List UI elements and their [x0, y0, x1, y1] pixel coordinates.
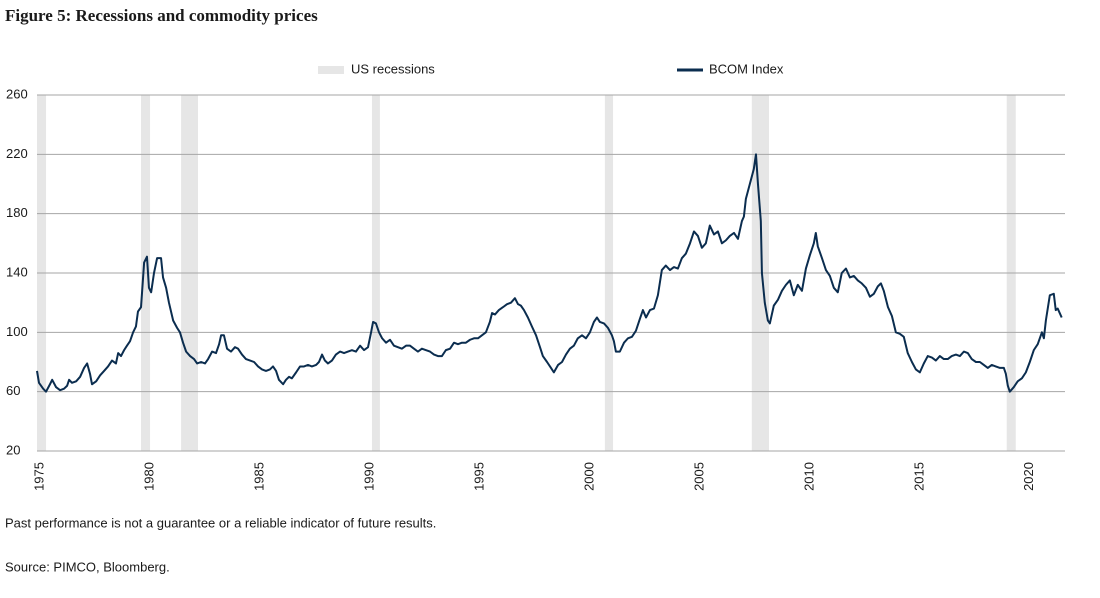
legend-label: US recessions	[351, 61, 435, 76]
source: Source: PIMCO, Bloomberg.	[5, 559, 170, 574]
x-tick-label: 2000	[581, 462, 596, 491]
y-tick-label: 220	[6, 146, 28, 161]
x-tick-label: 2020	[1021, 462, 1036, 491]
legend-swatch	[318, 66, 344, 74]
footnote: Past performance is not a guarantee or a…	[5, 515, 436, 530]
y-tick-label: 260	[6, 86, 28, 101]
x-tick-label: 2005	[691, 462, 706, 491]
chart-title: Figure 5: Recessions and commodity price…	[5, 6, 318, 25]
x-tick-label: 1995	[471, 462, 486, 491]
y-tick-label: 140	[6, 264, 28, 279]
x-tick-label: 1985	[251, 462, 266, 491]
legend-label: BCOM Index	[709, 61, 784, 76]
x-tick-label: 2010	[801, 462, 816, 491]
legend: US recessions BCOM Index	[318, 61, 784, 76]
x-tick-label: 2015	[911, 462, 926, 491]
y-tick-label: 100	[6, 324, 28, 339]
y-tick-label: 20	[6, 442, 20, 457]
x-tick-label: 1975	[32, 462, 47, 491]
y-tick-label: 180	[6, 205, 28, 220]
series-line	[36, 153, 1063, 393]
x-tick-label: 1980	[141, 462, 156, 491]
plot-area	[37, 94, 1065, 452]
y-tick-label: 60	[6, 383, 20, 398]
x-tick-label: 1990	[361, 462, 376, 491]
